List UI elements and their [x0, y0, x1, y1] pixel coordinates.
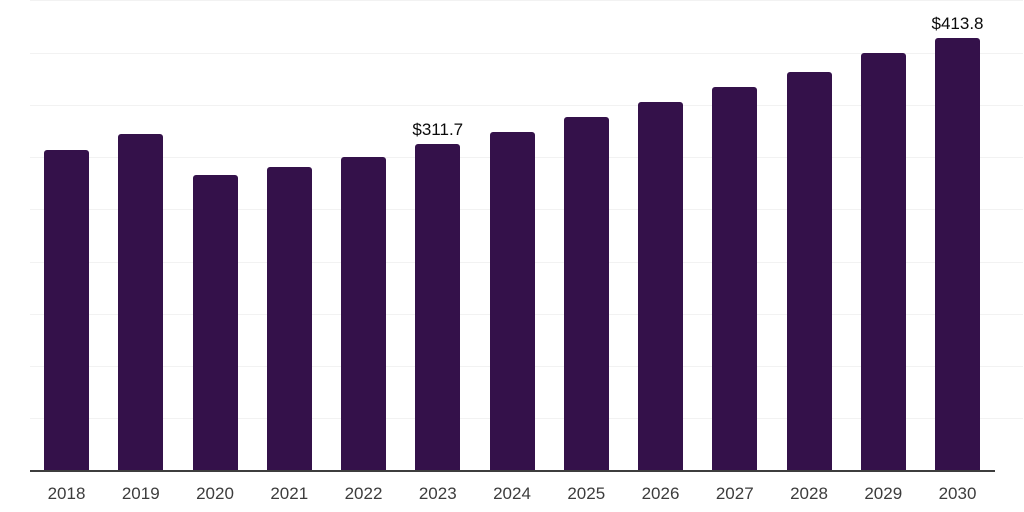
gridline [30, 104, 1023, 106]
x-tick-2023: 2023 [418, 484, 457, 503]
bar-2026[interactable] [638, 101, 683, 470]
x-tick-2020: 2020 [196, 484, 234, 503]
x-tick-2025: 2025 [567, 484, 606, 503]
x-tick-2028: 2028 [790, 484, 828, 503]
bar-2023[interactable] [415, 144, 461, 470]
x-axis-line [30, 469, 995, 472]
bar-2019[interactable] [118, 134, 164, 470]
bar-2021[interactable] [266, 167, 312, 470]
x-tick-2019: 2019 [121, 484, 160, 503]
x-tick-2022: 2022 [344, 484, 383, 503]
x-tick-2021: 2021 [270, 484, 309, 503]
bar-2030[interactable] [935, 37, 980, 470]
x-tick-2030: 2030 [938, 484, 977, 503]
bar-2027[interactable] [712, 87, 758, 470]
value-label-2030: $413.8 [931, 13, 984, 33]
bar-2025[interactable] [563, 117, 609, 470]
x-tick-2027: 2027 [715, 484, 754, 503]
x-tick-2029: 2029 [864, 484, 903, 503]
bar-2022[interactable] [341, 157, 386, 470]
bar-2020[interactable] [192, 175, 238, 470]
bar-2028[interactable] [786, 72, 832, 470]
bar-2029[interactable] [860, 52, 906, 470]
value-label-2023: $311.7 [412, 120, 464, 140]
gridline [30, 52, 1023, 54]
gridline [30, 0, 1023, 2]
bar-2018[interactable] [44, 149, 89, 470]
bar-2024[interactable] [489, 131, 535, 470]
x-tick-2026: 2026 [641, 484, 680, 503]
x-tick-2024: 2024 [493, 484, 531, 503]
x-tick-2018: 2018 [47, 484, 86, 503]
